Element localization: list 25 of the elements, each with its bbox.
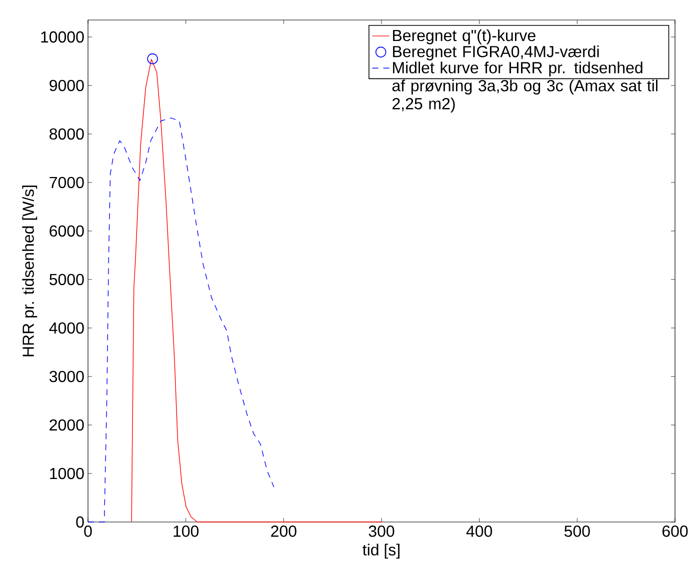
y-tick-label: 0 — [76, 516, 84, 528]
x-tick-label: 0 — [84, 526, 92, 537]
legend-label: Beregnet FIGRA0,4MJ-værdi — [393, 46, 599, 60]
y-axis-title: HRR pr. tidsenhed [W/s] — [22, 186, 38, 356]
y-tick-label: 4000 — [49, 322, 84, 334]
x-tick-label: 400 — [466, 526, 492, 537]
y-tick-label: 10000 — [41, 31, 84, 43]
y-tick-label: 5000 — [50, 274, 84, 286]
y-tick-label: 1000 — [50, 468, 84, 480]
legend-label: Beregnet q"(t)-kurve — [393, 29, 536, 44]
x-axis-title: tid [s] — [362, 544, 400, 559]
x-tick-label: 500 — [564, 526, 590, 537]
x-tick-label: 100 — [174, 526, 199, 537]
x-tick-label: 200 — [271, 526, 296, 537]
y-tick-label: 3000 — [49, 370, 84, 382]
y-tick-label: 6000 — [50, 225, 84, 237]
line-series — [88, 118, 274, 522]
x-tick-label: 300 — [368, 526, 394, 537]
y-tick-label: 2000 — [50, 419, 84, 431]
y-tick-label: 8000 — [50, 128, 84, 140]
y-tick-label: 9000 — [50, 80, 84, 92]
line-series — [131, 58, 382, 522]
y-tick-label: 7000 — [50, 176, 84, 188]
legend-label: Midlet kurve for HRR pr. tidsenhed af prøvning 3a,3b og 3c (Amax sat til 2,25 m2) — [392, 62, 658, 112]
x-tick-label: 600 — [662, 526, 688, 537]
